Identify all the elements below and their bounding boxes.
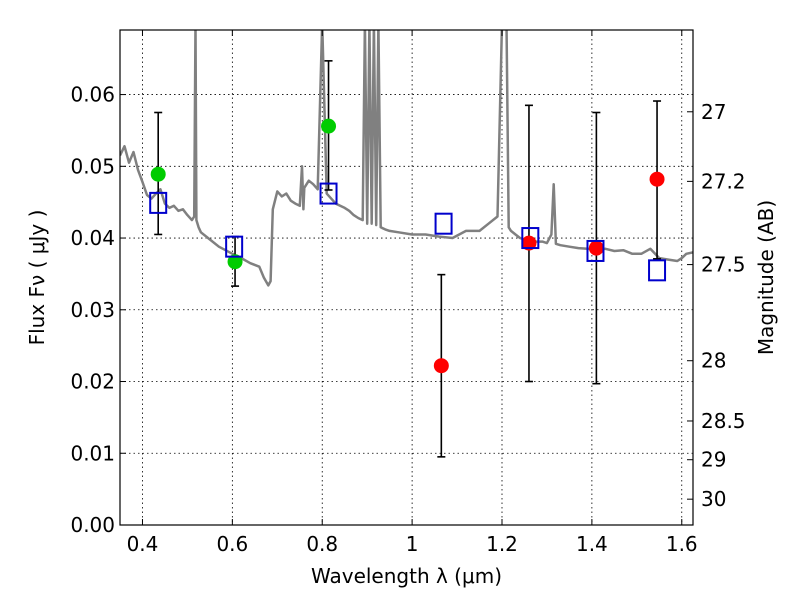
y-tick-label: 0.00: [70, 513, 115, 537]
green-data-point: [321, 118, 337, 134]
model-square-marker: [586, 239, 605, 262]
x-axis-label: Wavelength λ (μm): [311, 564, 502, 588]
x-tick-label: 1.2: [486, 532, 518, 556]
red-data-point: [521, 235, 537, 251]
model-square-marker: [648, 259, 667, 282]
y-tick-label: 0.02: [70, 370, 115, 394]
x-tick-label: 0.4: [127, 532, 159, 556]
data-points-layer: [149, 60, 667, 458]
right-tick-label: 29: [701, 448, 726, 472]
y-tick-label: 0.05: [70, 154, 115, 178]
right-tick-label: 30: [701, 487, 726, 511]
right-tick-label: 27.5: [701, 253, 746, 277]
right-tick-label: 27.2: [701, 169, 746, 193]
y-axis-right-label: Magnitude (AB): [754, 200, 778, 355]
green-data-point: [150, 166, 166, 182]
red-data-point: [433, 358, 449, 374]
y-axis-label: Flux Fν ( μJy ): [25, 210, 49, 346]
model-spectrum-line: [120, 30, 693, 287]
red-data-point: [588, 240, 604, 256]
x-tick-label: 1: [406, 532, 419, 556]
model-spectrum-layer: [120, 30, 693, 287]
x-tick-label: 1.4: [576, 532, 608, 556]
model-square-marker: [225, 235, 244, 258]
green-data-point: [227, 254, 243, 270]
model-square-marker: [521, 227, 540, 250]
y-tick-label: 0.04: [70, 226, 115, 250]
y-tick-label: 0.01: [70, 441, 115, 465]
model-square-marker: [434, 212, 453, 235]
model-square-marker: [319, 182, 338, 205]
axis-ticks: 0.4 0.6 0.8 1 1.2 1.4 1.6 0.00 0.01 0.02 0.03 0.04 0…: [70, 30, 746, 556]
model-square-marker: [149, 191, 168, 214]
right-tick-label: 28.5: [701, 409, 746, 433]
right-tick-label: 28: [701, 349, 726, 373]
plot-frame: [119, 29, 694, 526]
x-tick-label: 0.8: [306, 532, 338, 556]
y-tick-label: 0.03: [70, 298, 115, 322]
x-tick-label: 0.6: [216, 532, 248, 556]
x-tick-label: 1.6: [666, 532, 698, 556]
red-data-point: [649, 171, 665, 187]
grid: [120, 30, 693, 526]
y-tick-label: 0.06: [70, 83, 115, 107]
right-tick-label: 27: [701, 100, 726, 124]
